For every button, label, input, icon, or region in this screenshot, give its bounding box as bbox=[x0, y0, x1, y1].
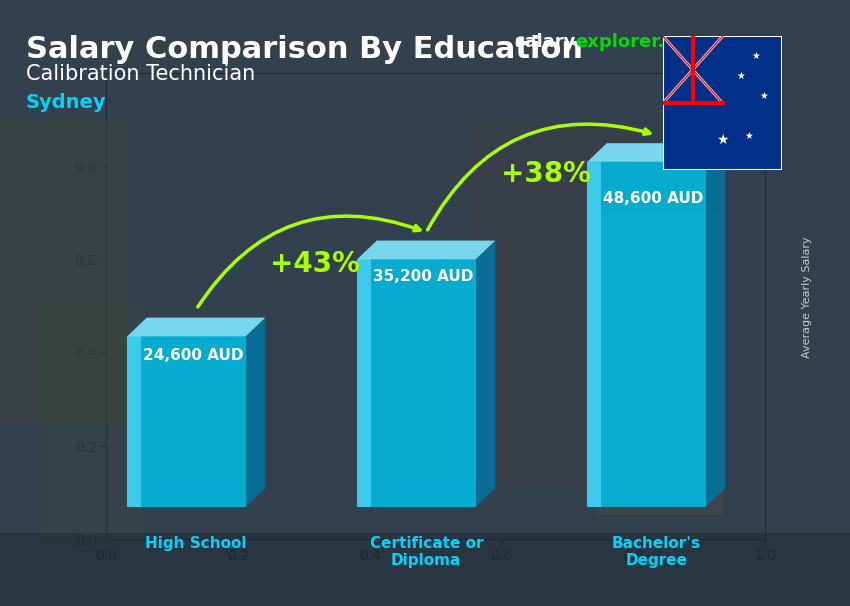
FancyBboxPatch shape bbox=[595, 212, 722, 515]
Text: 35,200 AUD: 35,200 AUD bbox=[373, 270, 473, 284]
Text: +38%: +38% bbox=[501, 160, 591, 188]
Polygon shape bbox=[128, 336, 246, 507]
Polygon shape bbox=[357, 259, 371, 507]
Text: ★: ★ bbox=[760, 92, 768, 101]
Polygon shape bbox=[128, 318, 265, 336]
Text: Bachelor's
Degree: Bachelor's Degree bbox=[612, 536, 700, 568]
FancyBboxPatch shape bbox=[468, 121, 638, 485]
Polygon shape bbox=[587, 162, 705, 507]
Text: Calibration Technician: Calibration Technician bbox=[26, 64, 255, 84]
Text: Average Yearly Salary: Average Yearly Salary bbox=[802, 236, 813, 358]
Text: ★: ★ bbox=[736, 72, 745, 81]
Text: ★: ★ bbox=[745, 132, 753, 141]
Text: Certificate or
Diploma: Certificate or Diploma bbox=[370, 536, 483, 568]
Polygon shape bbox=[357, 241, 496, 259]
Text: Sydney: Sydney bbox=[26, 93, 106, 112]
FancyBboxPatch shape bbox=[0, 533, 850, 606]
FancyBboxPatch shape bbox=[0, 121, 128, 424]
Text: +43%: +43% bbox=[270, 250, 360, 278]
FancyBboxPatch shape bbox=[42, 303, 144, 545]
Text: salary: salary bbox=[514, 33, 575, 52]
Polygon shape bbox=[246, 318, 265, 507]
Text: High School: High School bbox=[145, 536, 247, 551]
Text: ★: ★ bbox=[751, 52, 760, 61]
Text: Salary Comparison By Education: Salary Comparison By Education bbox=[26, 35, 582, 64]
Polygon shape bbox=[587, 162, 601, 507]
Text: ★: ★ bbox=[717, 133, 728, 147]
Polygon shape bbox=[706, 143, 725, 507]
Text: 24,600 AUD: 24,600 AUD bbox=[143, 348, 244, 364]
Text: 48,600 AUD: 48,600 AUD bbox=[604, 190, 704, 205]
Polygon shape bbox=[587, 143, 725, 162]
Text: explorer.com: explorer.com bbox=[575, 33, 706, 52]
Polygon shape bbox=[357, 259, 476, 507]
FancyBboxPatch shape bbox=[663, 36, 782, 170]
Polygon shape bbox=[128, 336, 141, 507]
Polygon shape bbox=[476, 241, 496, 507]
